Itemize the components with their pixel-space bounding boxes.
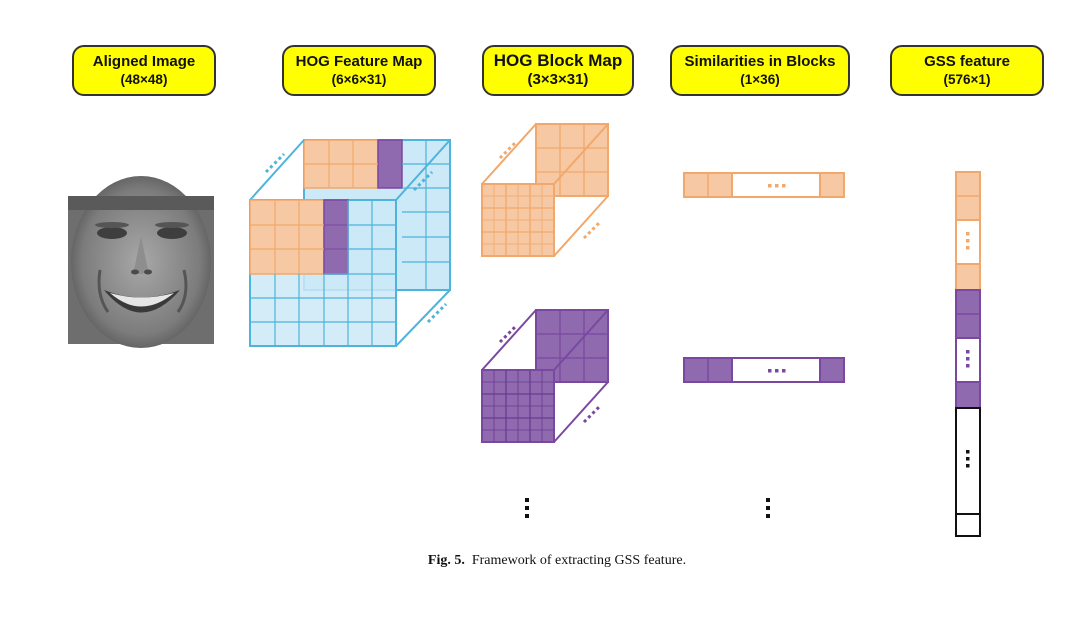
stage-title: Similarities in Blocks xyxy=(684,53,836,70)
stage-title: Aligned Image xyxy=(92,53,196,70)
figure-caption: Fig. 5. Framework of extracting GSS feat… xyxy=(0,553,1074,569)
stage-title: GSS feature xyxy=(924,53,1010,70)
similarity-ellipsis xyxy=(766,498,770,518)
stage-header-aligned-image: Aligned Image (48×48) xyxy=(72,45,216,96)
stage-header-similarities: Similarities in Blocks (1×36) xyxy=(670,45,850,96)
similarity-vector-orange xyxy=(683,172,845,198)
stage-header-hog-block-map: HOG Block Map (3×3×31) xyxy=(482,45,634,96)
stage-size: (48×48) xyxy=(120,71,168,87)
aligned-face-image xyxy=(68,176,214,348)
stage-title: HOG Feature Map xyxy=(295,53,423,70)
similarity-vector-purple xyxy=(683,357,845,383)
stage-size: (6×6×31) xyxy=(331,71,387,87)
hog-block-map-orange xyxy=(481,123,609,257)
hog-feature-map-cube xyxy=(249,139,451,347)
stage-header-gss-feature: GSS feature (576×1) xyxy=(890,45,1044,96)
stage-size: (3×3×31) xyxy=(527,71,589,89)
figure-caption-text: Framework of extracting GSS feature. xyxy=(471,553,687,568)
stage-header-hog-feature-map: HOG Feature Map (6×6×31) xyxy=(282,45,436,96)
block-map-ellipsis xyxy=(525,498,529,518)
stage-size: (576×1) xyxy=(943,71,991,87)
gss-feature-vector xyxy=(955,171,981,537)
hog-block-map-purple xyxy=(481,309,609,443)
figure-label: Fig. 5. xyxy=(427,553,465,568)
stage-size: (1×36) xyxy=(740,71,780,87)
stage-title: HOG Block Map xyxy=(493,51,623,70)
